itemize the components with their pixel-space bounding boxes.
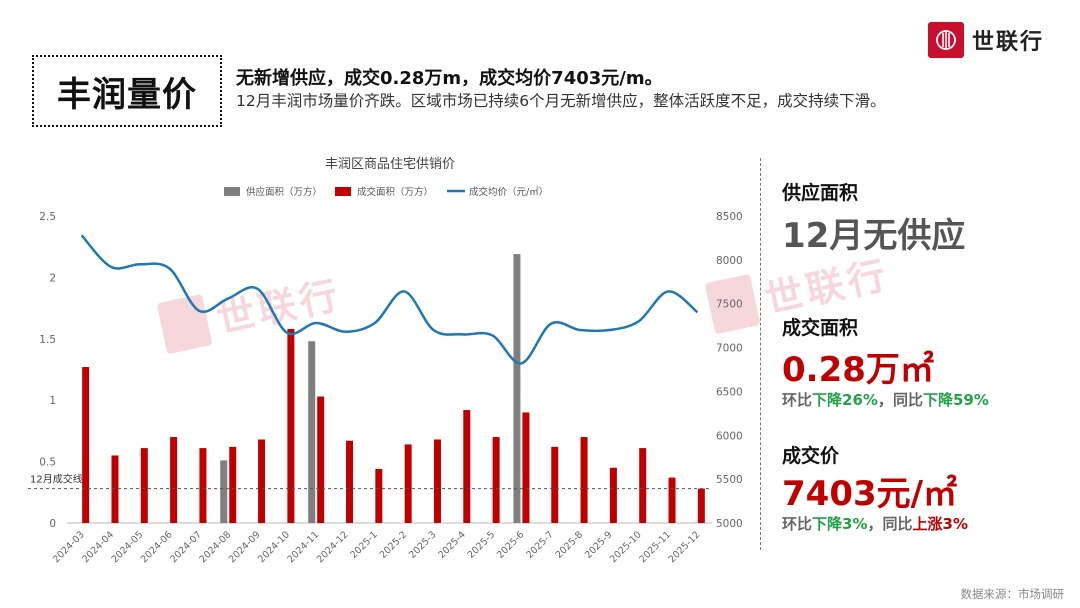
y-left-tick-label: 0.5 (39, 457, 56, 469)
deal-bar (697, 488, 705, 523)
x-tick-label: 2024-12 (315, 529, 351, 565)
yoy-change: 下降59% (922, 391, 989, 409)
page-title-box: 丰润量价 (32, 55, 222, 127)
y-left-tick-label: 2.5 (39, 211, 56, 223)
separator: ， (877, 391, 893, 409)
deal-bar (346, 440, 354, 523)
deal-bar (463, 410, 471, 523)
subline: 12月丰润市场量价齐跌。区域市场已持续6个月无新增供应，整体活跃度不足，成交持续… (236, 92, 886, 110)
x-tick-label: 2025-7 (524, 529, 556, 561)
yoy-prefix: 同比 (892, 391, 923, 409)
mom-change: 下降26% (812, 391, 878, 409)
y-right-tick-label: 7000 (716, 343, 743, 355)
yoy-prefix: 同比 (882, 515, 913, 533)
reference-line-label: 12月成交线 (30, 473, 83, 486)
mom-prefix: 环比 (782, 391, 813, 409)
supply-bar (513, 254, 521, 523)
deal-bar (609, 467, 617, 523)
y-right-tick-label: 8500 (716, 211, 743, 223)
deal-bar (639, 448, 647, 523)
deal-bar (229, 446, 237, 523)
deal-bar (317, 396, 325, 523)
deal-bar (140, 448, 148, 523)
deal-bar (287, 328, 295, 523)
x-tick-label: 2025-2 (378, 529, 410, 561)
deal-area-panel: 成交面积 (782, 313, 858, 340)
deal-bar (375, 468, 383, 523)
deal-area-value: 0.28万㎡ (782, 350, 934, 390)
brand-logo-icon (928, 22, 964, 58)
legend-swatch (335, 187, 351, 196)
divider (760, 158, 761, 550)
brand-logo: 世联行 (928, 22, 1044, 58)
brand-logo-text: 世联行 (972, 30, 1045, 55)
deal-area-label: 成交面积 (782, 317, 859, 339)
chart-title: 丰润区商品住宅供销价 (325, 157, 455, 172)
y-right-tick-label: 6500 (716, 386, 743, 398)
deal-bar (170, 437, 178, 523)
legend-swatch (224, 187, 240, 196)
y-left-tick-label: 1.5 (39, 334, 56, 346)
deal-bar (199, 448, 207, 523)
legend-label: 成交均价（元/㎡） (469, 186, 548, 198)
x-tick-label: 2025-1 (348, 529, 380, 561)
mom-change: 下降3% (812, 515, 868, 533)
deal-bar (580, 437, 588, 523)
deal-bar (668, 477, 676, 523)
deal-bar (404, 444, 412, 523)
deal-price-panel: 成交价 (782, 441, 839, 468)
data-source: 数据来源：市场调研 (960, 587, 1065, 601)
page-title: 丰润量价 (57, 74, 197, 115)
deal-price-value-wrap: 7403元/㎡ (782, 466, 957, 515)
supply-bar (220, 460, 228, 523)
deal-bar (551, 446, 559, 523)
legend-label: 供应面积（万方） (246, 186, 322, 198)
supply-value-wrap: 12月无供应 (782, 208, 965, 257)
deal-bar (111, 455, 119, 523)
x-tick-label: 2025-6 (495, 529, 527, 561)
deal-bar (82, 367, 90, 523)
y-left-tick-label: 2 (49, 272, 56, 284)
y-right-tick-label: 5500 (716, 474, 743, 486)
separator: ， (867, 515, 883, 533)
y-right-tick-label: 8000 (716, 255, 743, 267)
y-left-tick-label: 1 (49, 395, 56, 407)
deal-bar (522, 412, 530, 523)
supply-bar (308, 341, 316, 523)
y-right-tick-label: 7500 (716, 299, 743, 311)
x-tick-label: 2025-8 (554, 529, 586, 561)
y-right-tick-label: 5000 (716, 518, 743, 530)
yoy-change: 上涨3% (912, 515, 968, 533)
deal-bar (258, 439, 266, 523)
headline: 无新增供应，成交0.28万m，成交均价7403元/m。 (236, 68, 663, 89)
deal-area-value-wrap: 0.28万㎡ (782, 342, 934, 391)
deal-bar (433, 439, 441, 523)
mom-prefix: 环比 (782, 515, 813, 533)
x-tick-label: 2025-4 (436, 529, 468, 561)
deal-price-label: 成交价 (782, 445, 840, 467)
x-tick-label: 2025-3 (407, 529, 439, 561)
y-left-tick-label: 0 (49, 518, 56, 530)
supply-panel: 供应面积 (782, 178, 858, 205)
deal-bar (492, 437, 500, 523)
supply-value: 12月无供应 (782, 216, 966, 256)
price-line (80, 234, 699, 365)
deal-area-compare: 环比下降26%，同比下降59% (782, 389, 989, 410)
y-right-tick-label: 6000 (716, 430, 743, 442)
deal-price-compare: 环比下降3%，同比上涨3% (782, 513, 968, 534)
x-tick-label: 2025-12 (667, 529, 703, 565)
supply-label: 供应面积 (782, 182, 859, 204)
deal-price-value: 7403元/㎡ (782, 474, 958, 514)
legend-label: 成交面积（万方） (357, 186, 433, 198)
x-tick-label: 2025-5 (466, 529, 498, 561)
